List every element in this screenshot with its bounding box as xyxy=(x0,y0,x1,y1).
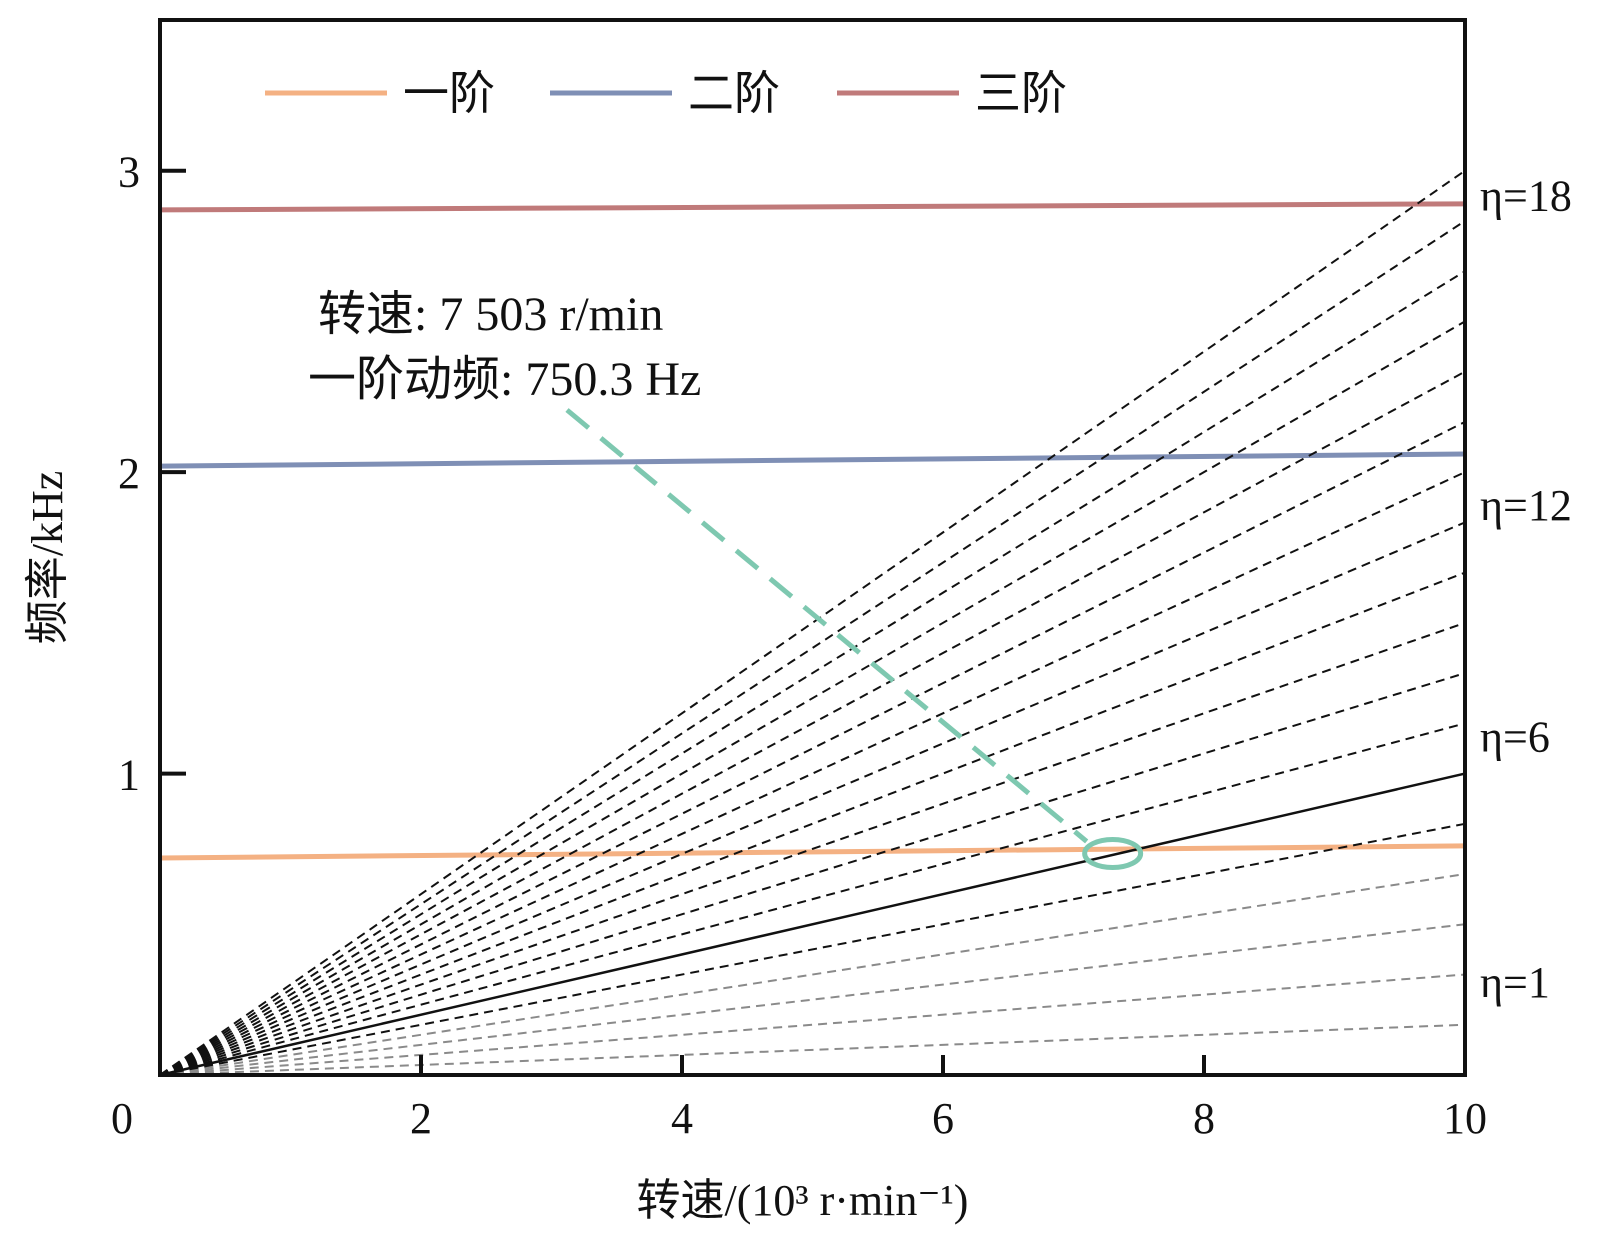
series-line-2 xyxy=(159,451,1466,469)
order-line-3 xyxy=(159,923,1466,1076)
y-tick-label: 1 xyxy=(118,751,140,800)
series-line-3 xyxy=(159,201,1466,213)
order-line-7 xyxy=(159,722,1466,1076)
y-tick-label: 2 xyxy=(118,449,140,498)
legend: 一阶 二阶 三阶 xyxy=(265,68,1067,119)
x-tick-label: 6 xyxy=(932,1094,954,1143)
order-line-15 xyxy=(159,320,1466,1076)
annotation-speed-text: 转速: 7 503 r/min xyxy=(318,288,663,341)
annotation-layer xyxy=(565,408,1144,870)
order-label-1: η=1 xyxy=(1480,958,1550,1007)
y-tick-label: 3 xyxy=(118,148,140,197)
x-tick-label: 0 xyxy=(111,1094,133,1143)
order-label-12: η=12 xyxy=(1480,481,1572,530)
order-label-18: η=18 xyxy=(1480,172,1572,221)
order-line-9 xyxy=(159,621,1466,1076)
order-line-17 xyxy=(159,220,1466,1076)
order-line-10 xyxy=(159,571,1466,1076)
order-line-1 xyxy=(159,1023,1466,1076)
order-line-18 xyxy=(159,169,1466,1076)
annotation-marker xyxy=(1082,836,1144,870)
legend-label-3: 三阶 xyxy=(975,68,1067,119)
x-tick-label: 4 xyxy=(671,1094,693,1143)
annotation-frequency-text: 一阶动频: 750.3 Hz xyxy=(308,353,701,406)
order-line-6 xyxy=(159,772,1466,1077)
order-line-2 xyxy=(159,973,1466,1076)
y-axis-title: 频率/kHz xyxy=(23,471,72,645)
order-line-16 xyxy=(159,270,1466,1076)
legend-label-2: 二阶 xyxy=(688,68,780,119)
x-tick-label: 8 xyxy=(1193,1094,1215,1143)
x-tick-label: 10 xyxy=(1443,1094,1487,1143)
series-layer xyxy=(159,201,1466,861)
order-line-4 xyxy=(159,873,1466,1076)
legend-label-1: 一阶 xyxy=(403,68,495,119)
annotation-leader-line xyxy=(565,408,1089,844)
order-line-8 xyxy=(159,672,1466,1076)
order-lines-layer xyxy=(159,169,1466,1077)
plot-frame xyxy=(158,18,1467,1077)
order-line-13 xyxy=(159,420,1466,1076)
order-line-5 xyxy=(159,822,1466,1076)
x-axis-title: 转速/(10³ r·min⁻¹) xyxy=(637,1176,969,1225)
series-line-1 xyxy=(159,843,1466,861)
x-tick-label: 2 xyxy=(410,1094,432,1143)
order-line-12 xyxy=(159,471,1466,1076)
order-label-6: η=6 xyxy=(1480,713,1550,762)
order-labels: η=1 η=6 η=12 η=18 xyxy=(1480,172,1572,1007)
order-line-11 xyxy=(159,521,1466,1076)
order-line-14 xyxy=(159,370,1466,1076)
